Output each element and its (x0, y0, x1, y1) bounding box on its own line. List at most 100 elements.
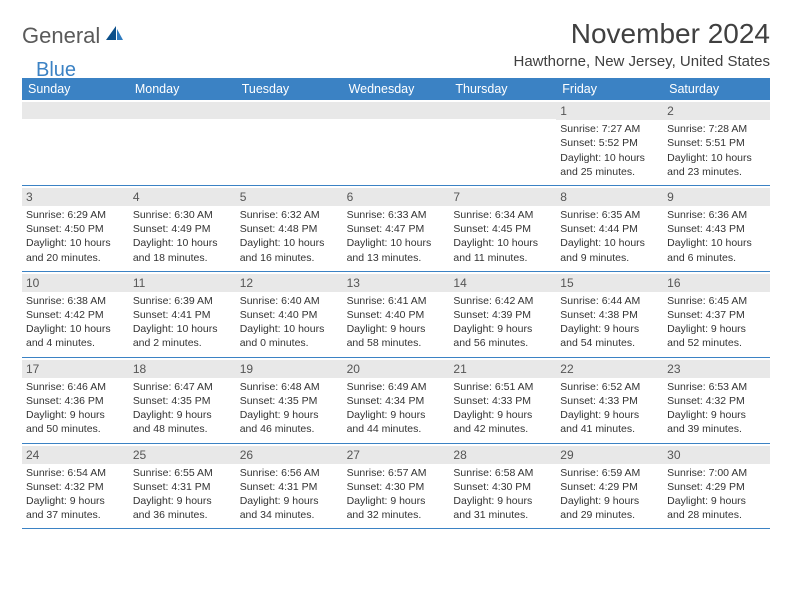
logo-text-2: Blue (36, 60, 76, 80)
daylight-line: Daylight: 10 hours and 2 minutes. (133, 322, 232, 350)
daylight-line: Daylight: 10 hours and 9 minutes. (560, 236, 659, 264)
day-number: 19 (236, 360, 343, 378)
day-number: 13 (343, 274, 450, 292)
daylight-line: Daylight: 9 hours and 54 minutes. (560, 322, 659, 350)
day-header-sun: Sunday (22, 78, 129, 100)
daylight-line: Daylight: 10 hours and 16 minutes. (240, 236, 339, 264)
day-cell (236, 100, 343, 185)
day-number (22, 102, 129, 119)
day-number: 20 (343, 360, 450, 378)
sunrise-line: Sunrise: 6:46 AM (26, 380, 125, 394)
sunset-line: Sunset: 4:29 PM (560, 480, 659, 494)
day-number: 3 (22, 188, 129, 206)
daylight-line: Daylight: 9 hours and 44 minutes. (347, 408, 446, 436)
sunrise-line: Sunrise: 6:57 AM (347, 466, 446, 480)
day-cell: 19Sunrise: 6:48 AMSunset: 4:35 PMDayligh… (236, 358, 343, 443)
sunset-line: Sunset: 4:33 PM (560, 394, 659, 408)
sunrise-line: Sunrise: 6:59 AM (560, 466, 659, 480)
sunset-line: Sunset: 4:33 PM (453, 394, 552, 408)
daylight-line: Daylight: 9 hours and 28 minutes. (667, 494, 766, 522)
sunrise-line: Sunrise: 6:48 AM (240, 380, 339, 394)
daylight-line: Daylight: 9 hours and 31 minutes. (453, 494, 552, 522)
daylight-line: Daylight: 9 hours and 48 minutes. (133, 408, 232, 436)
sunrise-line: Sunrise: 6:33 AM (347, 208, 446, 222)
day-cell: 1Sunrise: 7:27 AMSunset: 5:52 PMDaylight… (556, 100, 663, 185)
sunset-line: Sunset: 4:48 PM (240, 222, 339, 236)
day-cell: 12Sunrise: 6:40 AMSunset: 4:40 PMDayligh… (236, 272, 343, 357)
day-cell (129, 100, 236, 185)
calendar-page: General November 2024 Hawthorne, New Jer… (0, 0, 792, 539)
day-cell: 28Sunrise: 6:58 AMSunset: 4:30 PMDayligh… (449, 444, 556, 529)
daylight-line: Daylight: 9 hours and 52 minutes. (667, 322, 766, 350)
day-header-sat: Saturday (663, 78, 770, 100)
sunrise-line: Sunrise: 6:56 AM (240, 466, 339, 480)
sunrise-line: Sunrise: 6:54 AM (26, 466, 125, 480)
sunset-line: Sunset: 4:32 PM (667, 394, 766, 408)
week-row: 1Sunrise: 7:27 AMSunset: 5:52 PMDaylight… (22, 100, 770, 186)
day-cell: 11Sunrise: 6:39 AMSunset: 4:41 PMDayligh… (129, 272, 236, 357)
day-number: 7 (449, 188, 556, 206)
day-number: 21 (449, 360, 556, 378)
day-number (449, 102, 556, 119)
day-cell: 23Sunrise: 6:53 AMSunset: 4:32 PMDayligh… (663, 358, 770, 443)
sunset-line: Sunset: 4:38 PM (560, 308, 659, 322)
day-cell: 5 Sunrise: 6:32 AMSunset: 4:48 PMDaylight… (236, 186, 343, 271)
day-cell: 2Sunrise: 7:28 AMSunset: 5:51 PMDaylight… (663, 100, 770, 185)
daylight-line: Daylight: 9 hours and 41 minutes. (560, 408, 659, 436)
day-number (343, 102, 450, 119)
sunset-line: Sunset: 4:39 PM (453, 308, 552, 322)
daylight-line: Daylight: 10 hours and 11 minutes. (453, 236, 552, 264)
day-number: 5 (236, 188, 343, 206)
daylight-line: Daylight: 10 hours and 6 minutes. (667, 236, 766, 264)
sunrise-line: Sunrise: 6:58 AM (453, 466, 552, 480)
daylight-line: Daylight: 10 hours and 4 minutes. (26, 322, 125, 350)
daylight-line: Daylight: 9 hours and 34 minutes. (240, 494, 339, 522)
sunrise-line: Sunrise: 6:35 AM (560, 208, 659, 222)
day-cell (22, 100, 129, 185)
week-row: 24Sunrise: 6:54 AMSunset: 4:32 PMDayligh… (22, 444, 770, 530)
sunrise-line: Sunrise: 6:32 AM (240, 208, 339, 222)
calendar-grid: Sunday Monday Tuesday Wednesday Thursday… (22, 78, 770, 529)
daylight-line: Daylight: 9 hours and 42 minutes. (453, 408, 552, 436)
sunset-line: Sunset: 5:51 PM (667, 136, 766, 150)
day-number: 26 (236, 446, 343, 464)
day-cell: 7Sunrise: 6:34 AMSunset: 4:45 PMDaylight… (449, 186, 556, 271)
sunrise-line: Sunrise: 6:49 AM (347, 380, 446, 394)
sunset-line: Sunset: 5:52 PM (560, 136, 659, 150)
location-text: Hawthorne, New Jersey, United States (513, 53, 770, 70)
sunset-line: Sunset: 4:42 PM (26, 308, 125, 322)
day-header-tue: Tuesday (236, 78, 343, 100)
day-cell: 17Sunrise: 6:46 AMSunset: 4:36 PMDayligh… (22, 358, 129, 443)
day-number: 23 (663, 360, 770, 378)
sunset-line: Sunset: 4:35 PM (133, 394, 232, 408)
day-cell: 10Sunrise: 6:38 AMSunset: 4:42 PMDayligh… (22, 272, 129, 357)
sunset-line: Sunset: 4:43 PM (667, 222, 766, 236)
day-cell: 25Sunrise: 6:55 AMSunset: 4:31 PMDayligh… (129, 444, 236, 529)
sunset-line: Sunset: 4:47 PM (347, 222, 446, 236)
sunset-line: Sunset: 4:32 PM (26, 480, 125, 494)
title-block: November 2024 Hawthorne, New Jersey, Uni… (513, 18, 770, 70)
daylight-line: Daylight: 9 hours and 46 minutes. (240, 408, 339, 436)
sunset-line: Sunset: 4:30 PM (453, 480, 552, 494)
day-number: 27 (343, 446, 450, 464)
day-number: 25 (129, 446, 236, 464)
sunset-line: Sunset: 4:31 PM (133, 480, 232, 494)
daylight-line: Daylight: 10 hours and 23 minutes. (667, 151, 766, 179)
month-title: November 2024 (513, 18, 770, 50)
sunrise-line: Sunrise: 6:53 AM (667, 380, 766, 394)
sunset-line: Sunset: 4:31 PM (240, 480, 339, 494)
day-number: 15 (556, 274, 663, 292)
day-cell: 26 Sunrise: 6:56 AMSunset: 4:31 PMDayligh… (236, 444, 343, 529)
sunrise-line: Sunrise: 7:00 AM (667, 466, 766, 480)
day-number: 4 (129, 188, 236, 206)
daylight-line: Daylight: 10 hours and 0 minutes. (240, 322, 339, 350)
day-number: 11 (129, 274, 236, 292)
day-cell: 22Sunrise: 6:52 AMSunset: 4:33 PMDayligh… (556, 358, 663, 443)
day-number: 2 (663, 102, 770, 120)
day-header-mon: Monday (129, 78, 236, 100)
daylight-line: Daylight: 10 hours and 13 minutes. (347, 236, 446, 264)
day-number: 14 (449, 274, 556, 292)
daylight-line: Daylight: 9 hours and 56 minutes. (453, 322, 552, 350)
daylight-line: Daylight: 9 hours and 36 minutes. (133, 494, 232, 522)
day-number: 6 (343, 188, 450, 206)
